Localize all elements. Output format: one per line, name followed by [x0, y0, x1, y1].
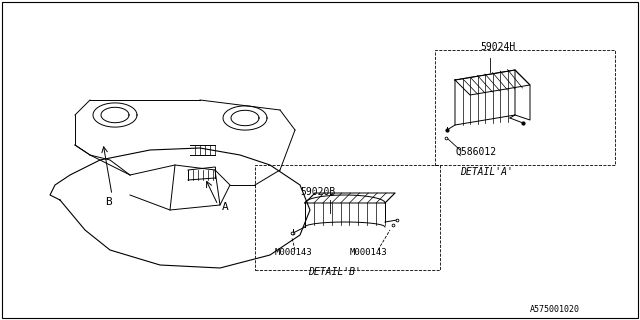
Bar — [435, 50, 615, 165]
Text: DETAIL'B': DETAIL'B' — [308, 267, 361, 277]
Text: DETAIL'A': DETAIL'A' — [460, 167, 513, 177]
Text: M000143: M000143 — [350, 248, 388, 257]
Text: A575001020: A575001020 — [530, 305, 580, 314]
Text: Q586012: Q586012 — [455, 147, 496, 157]
Text: A: A — [222, 202, 228, 212]
Text: M000143: M000143 — [275, 248, 312, 257]
Text: 59024H: 59024H — [480, 42, 515, 52]
Bar — [255, 165, 440, 270]
Text: 59020B: 59020B — [300, 187, 335, 197]
Text: B: B — [105, 197, 112, 207]
